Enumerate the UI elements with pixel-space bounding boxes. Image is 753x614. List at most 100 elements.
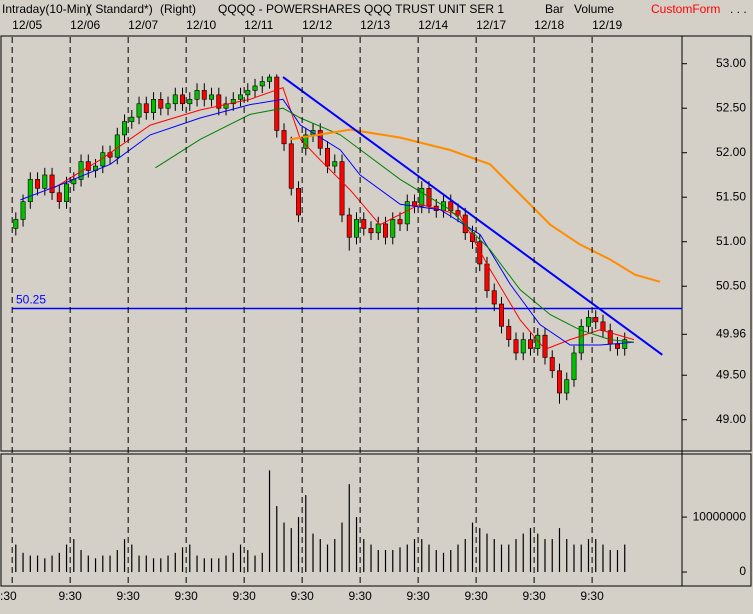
trend-line	[282, 76, 663, 356]
volume-bar	[602, 544, 604, 573]
candle-body	[303, 134, 309, 149]
volume-bar	[587, 539, 590, 573]
date-label: 12/17	[476, 18, 506, 32]
volume-bar	[232, 552, 234, 573]
volume-bar	[87, 555, 89, 573]
candle-body	[223, 103, 229, 109]
volume-bar	[334, 539, 336, 573]
date-label: 12/06	[70, 18, 100, 32]
candle-body	[586, 317, 591, 327]
candle-body	[64, 183, 70, 202]
volume-bar	[442, 552, 445, 573]
volume-pane	[0, 453, 752, 587]
candle-body	[549, 357, 555, 372]
volume-bar	[551, 539, 553, 573]
volume-bar	[493, 539, 495, 573]
candle-body	[20, 201, 26, 220]
candle-body	[368, 228, 374, 234]
candle-body	[412, 201, 417, 207]
candle-body	[404, 201, 410, 225]
candle-body	[201, 90, 207, 100]
candle-body	[288, 143, 294, 189]
candle-body	[259, 81, 265, 87]
candle-body	[397, 219, 403, 225]
volume-bar	[500, 544, 503, 573]
x-tick-label: 9:30	[174, 589, 198, 603]
volume-bar	[450, 550, 452, 573]
candle-body	[339, 161, 345, 216]
candle-body	[390, 219, 396, 238]
volume-bar	[370, 544, 372, 573]
plot-area	[12, 74, 682, 404]
volume-bar	[15, 544, 17, 573]
volume-bar	[65, 544, 68, 573]
volume-bar	[247, 550, 249, 573]
candle-body	[600, 321, 606, 332]
header-text: CustomForm	[651, 2, 720, 16]
date-label: 12/18	[534, 18, 564, 32]
candle-body	[346, 214, 352, 238]
volume-bar	[363, 539, 365, 573]
candle-body	[245, 90, 251, 96]
volume-bar	[36, 555, 39, 573]
candle-body	[56, 192, 62, 202]
y-tick-label: 49.00	[716, 412, 746, 426]
candle-body	[375, 223, 381, 234]
volume-bar	[609, 550, 611, 573]
level-label: 50.25	[16, 293, 46, 307]
candle-body	[499, 303, 504, 327]
date-label: 12/13	[360, 18, 390, 32]
y-tick-label: 53.00	[716, 56, 746, 70]
x-tick-label: 9:30	[290, 589, 314, 603]
header-text: (Right)	[160, 2, 196, 16]
candle-body	[194, 90, 200, 100]
candle-body	[274, 76, 280, 131]
header-text: Bar	[545, 2, 564, 16]
candle-body	[165, 103, 171, 109]
volume-bar	[102, 555, 104, 573]
candle-body	[187, 99, 193, 105]
x-tick-label: 9:30	[522, 589, 546, 603]
volume-bar	[261, 552, 263, 573]
y-tick-label: 52.00	[716, 145, 746, 159]
candle-body	[622, 339, 628, 349]
candle-body	[455, 210, 461, 216]
candle-body	[513, 339, 519, 354]
volume-bar	[210, 558, 213, 573]
volume-bar	[225, 555, 227, 573]
volume-bar	[152, 558, 155, 573]
x-tick-label: 9:30	[580, 589, 604, 603]
volume-bar	[254, 555, 256, 573]
volume-bar	[51, 555, 53, 573]
candle-body	[35, 179, 41, 189]
volume-bar	[529, 528, 532, 573]
date-label: 12/14	[418, 18, 448, 32]
volume-bar	[29, 555, 31, 573]
volume-bar	[297, 517, 300, 573]
candle-body	[281, 130, 287, 145]
volume-bar	[174, 552, 176, 573]
candle-body	[491, 290, 497, 305]
y-tick-label: 49.50	[716, 367, 746, 381]
x-tick-label: :30	[0, 589, 17, 603]
candle-body	[158, 99, 164, 109]
date-label: 12/19	[592, 18, 622, 32]
volume-bar	[515, 539, 517, 573]
candle-body	[209, 94, 215, 100]
header-text: Volume	[574, 2, 614, 16]
candle-body	[361, 219, 367, 229]
candle-body	[42, 174, 48, 189]
candle-body	[136, 103, 142, 118]
candle-body	[535, 334, 541, 349]
volume-bar	[580, 544, 582, 573]
candle-body	[325, 147, 330, 167]
candle-body	[477, 241, 483, 265]
candle-body	[129, 116, 135, 122]
average-line	[289, 128, 661, 283]
candle-body	[122, 121, 128, 136]
plot-layer: Intraday(10-Min)( Standard*) (Right) QQQQ …	[0, 2, 747, 603]
candle-body	[238, 94, 244, 100]
x-tick-label: 9:30	[116, 589, 140, 603]
volume-bar	[616, 550, 619, 573]
